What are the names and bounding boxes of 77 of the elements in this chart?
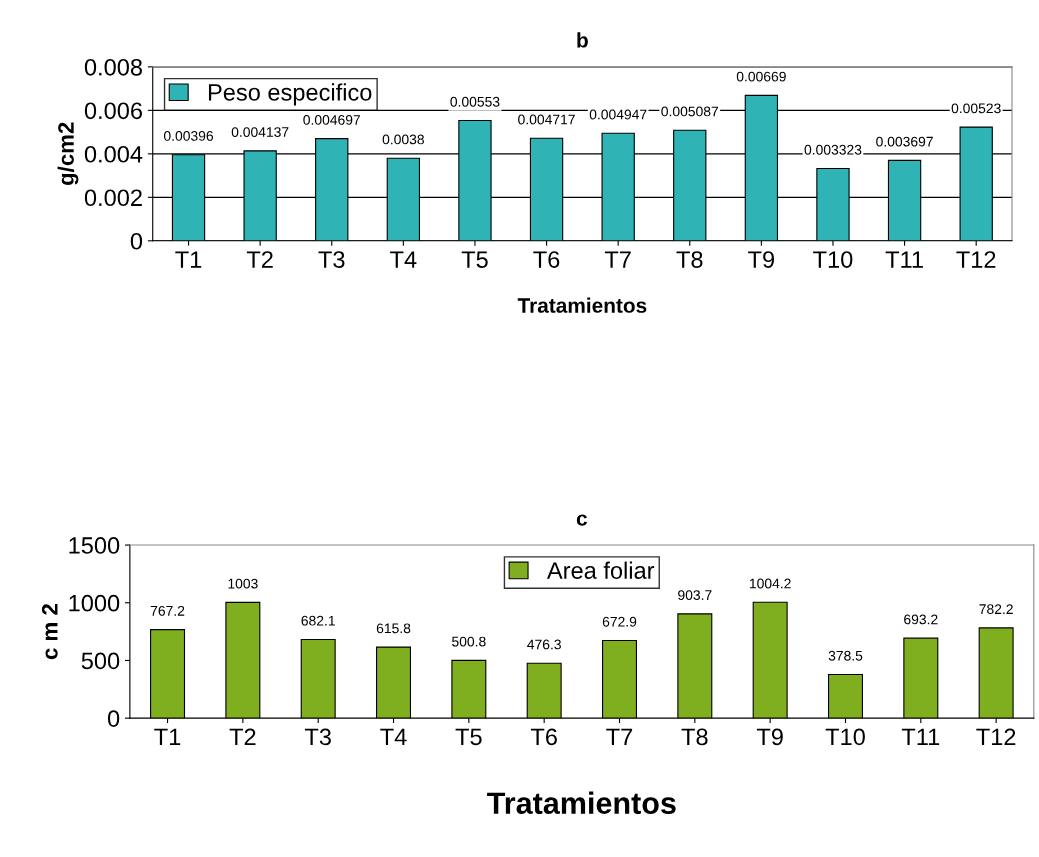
bar bbox=[225, 601, 261, 719]
legend-label: Peso especifico bbox=[208, 83, 372, 106]
x-tick-label: T12 bbox=[976, 728, 1016, 745]
data-label: 0.0038 bbox=[382, 134, 424, 145]
x-tick-label: T11 bbox=[885, 251, 923, 268]
data-label: 767.2 bbox=[150, 605, 185, 616]
bar bbox=[376, 646, 412, 719]
data-label: 782.2 bbox=[979, 604, 1013, 615]
bar bbox=[602, 639, 638, 719]
x-tick-label: T8 bbox=[681, 728, 708, 746]
x-tick-label: T10 bbox=[813, 251, 853, 268]
data-label: 0.00523 bbox=[951, 103, 1001, 114]
x-tick-label: T4 bbox=[390, 251, 417, 268]
x-tick-label: T7 bbox=[604, 251, 631, 268]
x-axis-title: Tratamientos bbox=[517, 297, 647, 313]
x-tick-label: T8 bbox=[676, 251, 703, 268]
data-label: 0.004137 bbox=[231, 127, 289, 137]
y-axis-title: c m 2 bbox=[41, 604, 58, 660]
data-label: 0.005087 bbox=[661, 106, 719, 117]
y-tick-label: 0 bbox=[107, 710, 120, 727]
x-tick-label: T5 bbox=[455, 728, 482, 746]
data-label: 500.8 bbox=[452, 636, 486, 647]
data-label: 378.5 bbox=[828, 650, 863, 661]
data-label: 0.004697 bbox=[303, 114, 361, 125]
data-label: 0.00669 bbox=[736, 71, 786, 82]
data-label: 682.1 bbox=[301, 615, 335, 626]
x-tick-label: T5 bbox=[461, 251, 488, 268]
y-tick-label: 1000 bbox=[69, 594, 120, 612]
bar bbox=[827, 673, 863, 719]
bar bbox=[451, 659, 487, 719]
x-axis-title: Tratamientos bbox=[487, 791, 676, 815]
x-tick-label: T9 bbox=[748, 251, 775, 268]
y-tick-label: 500 bbox=[81, 652, 120, 670]
data-label: 693.2 bbox=[904, 614, 938, 625]
data-label: 1004.2 bbox=[749, 578, 791, 589]
bar bbox=[677, 613, 713, 719]
chart-title: b bbox=[577, 32, 588, 48]
bar bbox=[526, 662, 562, 719]
y-tick-label: 0.004 bbox=[84, 145, 143, 163]
x-tick-label: T1 bbox=[154, 728, 181, 745]
chart-title: c bbox=[576, 514, 588, 526]
x-tick-label: T3 bbox=[318, 251, 345, 268]
x-tick-label: T7 bbox=[606, 728, 633, 745]
y-axis-title: g/cm2 bbox=[57, 122, 79, 186]
legend-label: Area foliar bbox=[546, 561, 655, 579]
y-tick-label: 1500 bbox=[69, 537, 120, 554]
data-label: 0.003697 bbox=[876, 136, 933, 147]
data-label: 0.00396 bbox=[163, 131, 214, 141]
y-tick-label: 0 bbox=[130, 232, 143, 250]
data-label: 615.8 bbox=[376, 623, 411, 634]
x-tick-label: T2 bbox=[246, 251, 273, 268]
x-tick-label: T12 bbox=[956, 251, 996, 268]
bar bbox=[978, 627, 1014, 719]
data-label: 476.3 bbox=[527, 639, 561, 650]
x-tick-label: T2 bbox=[229, 728, 256, 745]
x-tick-label: T3 bbox=[304, 728, 331, 746]
data-label: 903.7 bbox=[678, 590, 712, 601]
bar bbox=[150, 629, 186, 719]
data-label: 0.003323 bbox=[804, 144, 862, 155]
data-label: 0.004947 bbox=[589, 109, 647, 120]
x-tick-label: T6 bbox=[533, 251, 560, 268]
x-tick-label: T4 bbox=[380, 728, 407, 745]
data-label: 0.00553 bbox=[450, 96, 500, 107]
bar bbox=[903, 637, 939, 719]
data-label: 672.9 bbox=[602, 616, 637, 627]
x-tick-label: T10 bbox=[825, 728, 865, 746]
y-tick-label: 0.002 bbox=[84, 189, 142, 207]
x-tick-label: T6 bbox=[530, 728, 557, 746]
data-label: 0.004717 bbox=[518, 114, 575, 125]
bar bbox=[300, 638, 336, 719]
y-tick-label: 0.008 bbox=[84, 58, 142, 76]
x-tick-label: T9 bbox=[756, 728, 783, 746]
data-label: 1003 bbox=[228, 578, 258, 589]
x-tick-label: T11 bbox=[901, 728, 940, 745]
bar bbox=[752, 601, 788, 719]
y-tick-label: 0.006 bbox=[84, 102, 142, 120]
x-tick-label: T1 bbox=[175, 251, 202, 268]
